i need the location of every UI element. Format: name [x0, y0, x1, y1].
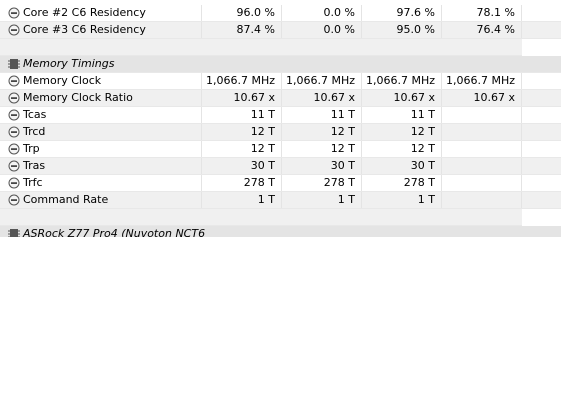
separator-row — [0, 39, 522, 56]
sensor-label: Core #3 C6 Residency — [0, 22, 202, 38]
sensor-value: 11 T — [202, 107, 282, 123]
empty-cell — [442, 124, 522, 140]
sensor-value: 12 T — [362, 141, 442, 157]
separator-row — [0, 209, 522, 226]
sensor-value: 10.67 x — [282, 90, 362, 106]
sensor-row: Trp 12 T 12 T 12 T — [0, 141, 561, 158]
sensor-row: Trcd 12 T 12 T 12 T — [0, 124, 561, 141]
sensor-value: 1,066.7 MHz — [442, 73, 522, 89]
group-title: ASRock Z77 Pro4 (Nuvoton NCT6 — [0, 226, 522, 237]
sensor-value: 87.4 % — [202, 22, 282, 38]
sensor-value: 95.0 % — [362, 22, 442, 38]
sensor-value: 12 T — [282, 124, 362, 140]
empty-cell — [442, 141, 522, 157]
sensor-row: Tcas 11 T 11 T 11 T — [0, 107, 561, 124]
sensor-label: Memory Clock — [0, 73, 202, 89]
sensor-value: 12 T — [282, 141, 362, 157]
sensor-value: 278 T — [202, 175, 282, 191]
sensor-row: Memory Clock 1,066.7 MHz 1,066.7 MHz 1,066.… — [0, 73, 561, 90]
sensor-label: Memory Clock Ratio — [0, 90, 202, 106]
sensor-value: 12 T — [202, 141, 282, 157]
sensor-value: 1 T — [202, 192, 282, 208]
sensor-value: 30 T — [282, 158, 362, 174]
sensor-value: 1,066.7 MHz — [362, 73, 442, 89]
empty-cell — [442, 175, 522, 191]
sensor-label: Core #2 C6 Residency — [0, 5, 202, 21]
sensor-label: Tras — [0, 158, 202, 174]
sensor-value: 1,066.7 MHz — [282, 73, 362, 89]
sensor-label: Tcas — [0, 107, 202, 123]
sensor-value: 278 T — [362, 175, 442, 191]
sensor-label: Command Rate — [0, 192, 202, 208]
sensor-value: 97.6 % — [362, 5, 442, 21]
empty-cell — [442, 107, 522, 123]
empty-cell — [442, 158, 522, 174]
empty-cell — [442, 192, 522, 208]
sensor-label: Trcd — [0, 124, 202, 140]
sensor-value: 1,066.7 MHz — [202, 73, 282, 89]
sensor-value: 11 T — [282, 107, 362, 123]
sensor-value: 12 T — [202, 124, 282, 140]
sensor-row: Core #2 C6 Residency 96.0 % 0.0 % 97.6 % 78.… — [0, 5, 561, 22]
sensor-value: 10.67 x — [362, 90, 442, 106]
sensor-value: 11 T — [362, 107, 442, 123]
sensor-table: Core #2 C6 Residency 96.0 % 0.0 % 97.6 % 78.… — [0, 5, 561, 237]
sensor-label: Trfc — [0, 175, 202, 191]
sensor-value: 10.67 x — [202, 90, 282, 106]
sensor-row: Core #3 C6 Residency 87.4 % 0.0 % 95.0 % 76.… — [0, 22, 561, 39]
sensor-row: Tras 30 T 30 T 30 T — [0, 158, 561, 175]
sensor-value: 0.0 % — [282, 5, 362, 21]
group-header: ASRock Z77 Pro4 (Nuvoton NCT6 — [0, 226, 561, 237]
sensor-value: 1 T — [362, 192, 442, 208]
sensor-value: 76.4 % — [442, 22, 522, 38]
sensor-value: 78.1 % — [442, 5, 522, 21]
sensor-row: Trfc 278 T 278 T 278 T — [0, 175, 561, 192]
sensor-value: 1 T — [282, 192, 362, 208]
sensor-label: Trp — [0, 141, 202, 157]
sensor-value: 278 T — [282, 175, 362, 191]
group-header: Memory Timings — [0, 56, 561, 73]
sensor-value: 0.0 % — [282, 22, 362, 38]
sensor-value: 96.0 % — [202, 5, 282, 21]
sensor-value: 12 T — [362, 124, 442, 140]
group-title: Memory Timings — [0, 56, 522, 72]
sensor-value: 10.67 x — [442, 90, 522, 106]
sensor-value: 30 T — [202, 158, 282, 174]
sensor-value: 30 T — [362, 158, 442, 174]
